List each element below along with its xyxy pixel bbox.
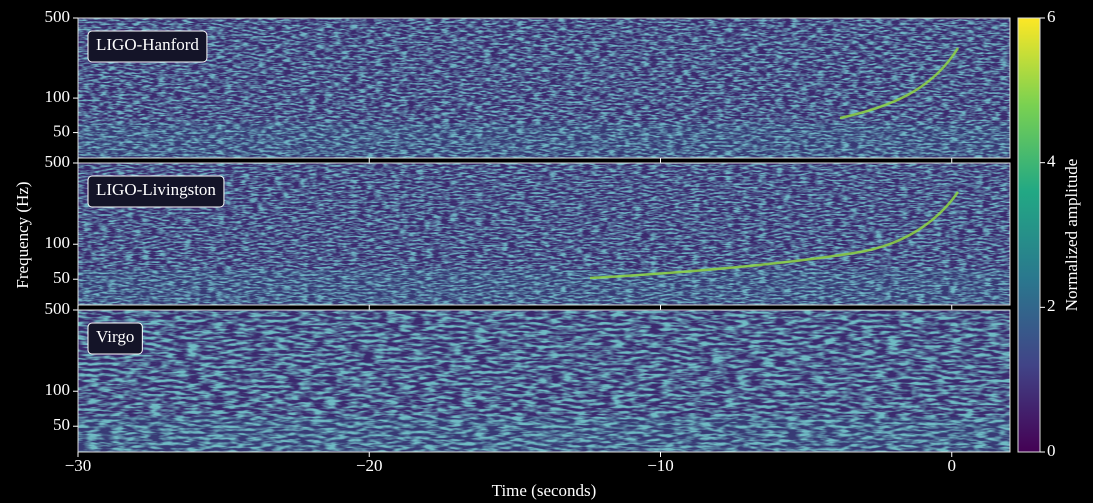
- x-tick-label: −20: [356, 456, 383, 475]
- panel: LIGO-Livingston 50 100 500 Frequency (Hz): [13, 152, 1011, 310]
- panel-frame: [77, 162, 1011, 306]
- y-tick-label: 50: [53, 415, 70, 434]
- panel-label-box: [87, 322, 143, 355]
- panel-label: LIGO-Livingston: [96, 180, 216, 199]
- panel-label: LIGO-Hanford: [96, 35, 199, 54]
- spectrogram-texture: [78, 18, 1010, 158]
- colorbar-tick-label: 0: [1047, 441, 1056, 460]
- panel-label-box: [87, 30, 208, 63]
- chirp-track: [839, 47, 960, 120]
- colorbar-label: Normalized amplitude: [1062, 159, 1081, 311]
- colorbar: [1017, 17, 1041, 453]
- x-axis-label: Time (seconds): [492, 481, 597, 500]
- y-tick-label: 100: [45, 87, 71, 106]
- x-tick-label: 0: [948, 456, 957, 475]
- panel: LIGO-Hanford 50 100 500: [45, 7, 1011, 163]
- y-tick-label: 500: [45, 7, 71, 26]
- chirp-track: [589, 191, 960, 280]
- panel-frame: [77, 17, 1011, 159]
- y-tick-label: 50: [53, 268, 70, 287]
- panel: Virgo 50 100 500 −30 −20 −10 0 Time (seconds): [45, 299, 1011, 500]
- panel-frame: [77, 309, 1011, 453]
- y-tick-label: 100: [45, 380, 71, 399]
- y-tick-label: 500: [45, 299, 71, 318]
- spectrogram-texture: [78, 163, 1010, 305]
- y-tick-label: 500: [45, 152, 71, 171]
- y-axis-label: Frequency (Hz): [13, 181, 32, 288]
- x-tick-label: −30: [65, 456, 92, 475]
- colorbar-tick-label: 2: [1047, 296, 1056, 315]
- colorbar-tick-label: 4: [1047, 152, 1056, 171]
- y-tick-label: 50: [53, 121, 70, 140]
- panel-label-box: [87, 175, 225, 208]
- spectrogram-texture: [78, 310, 1010, 452]
- panel-label: Virgo: [96, 327, 134, 346]
- colorbar-tick-label: 6: [1047, 7, 1056, 26]
- x-tick-label: −10: [647, 456, 674, 475]
- y-tick-label: 100: [45, 233, 71, 252]
